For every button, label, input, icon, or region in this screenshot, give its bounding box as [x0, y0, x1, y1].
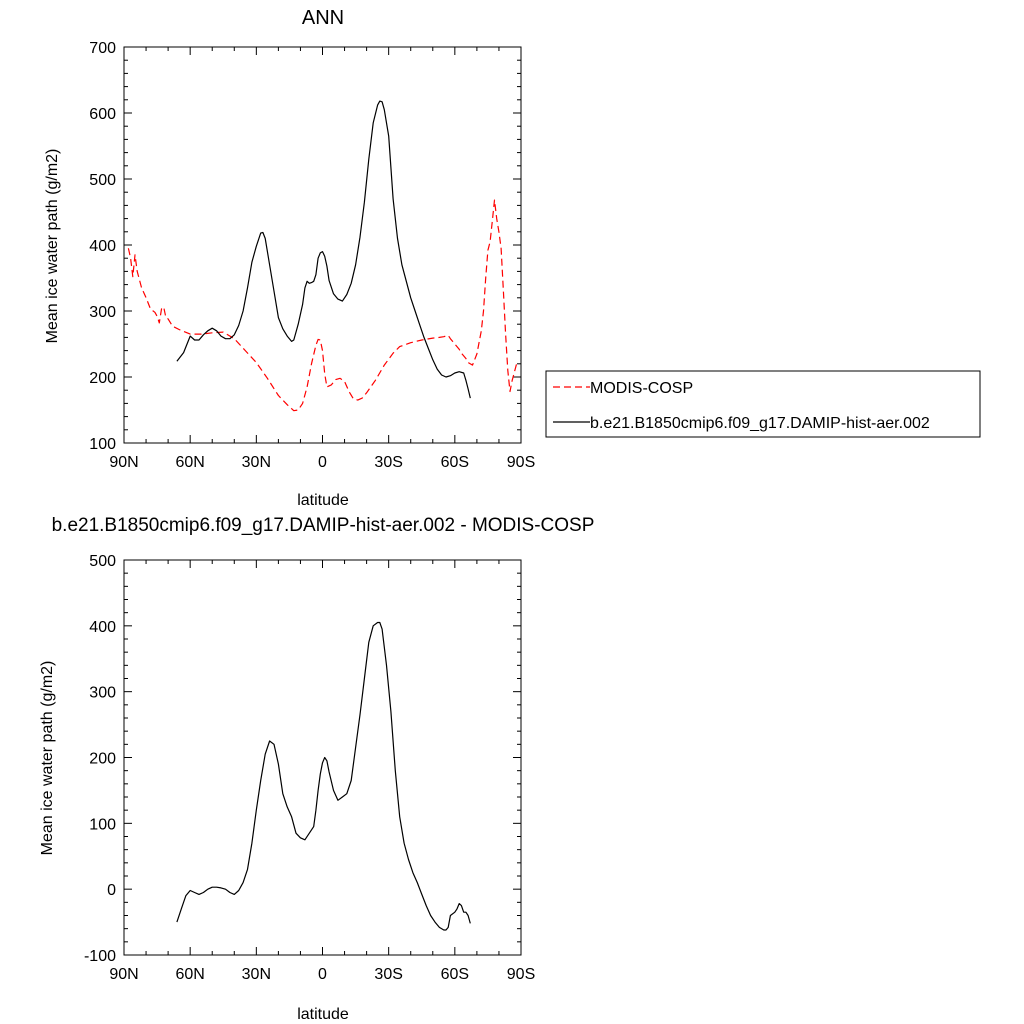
x-tick-label: 0 [318, 966, 327, 983]
y-tick-label: 400 [89, 619, 116, 636]
y-tick-label: 700 [89, 40, 116, 57]
x-tick-label: 90N [109, 966, 138, 983]
x-axis-label: latitude [297, 1006, 349, 1023]
legend-label-modis: MODIS-COSP [590, 380, 693, 397]
legend: MODIS-COSP b.e21.B1850cmip6.f09_g17.DAMI… [545, 370, 981, 438]
series-line-0 [176, 621, 471, 931]
bottom-chart: b.e21.B1850cmip6.f09_g17.DAMIP-hist-aer.… [39, 515, 594, 1023]
y-tick-label: 0 [107, 882, 116, 899]
y-tick-label: 300 [89, 685, 116, 702]
y-tick-label: 100 [89, 436, 116, 453]
chart-title: ANN [302, 7, 344, 29]
axes: 90N 60N 30N 0 30S 60S 90S -100 0 100 200 300 400 500 [84, 553, 535, 983]
x-tick-label: 30N [242, 966, 271, 983]
x-tick-label: 30S [374, 966, 402, 983]
y-tick-label: 400 [89, 238, 116, 255]
y-tick-label: 500 [89, 172, 116, 189]
x-tick-label: 30S [374, 454, 402, 471]
y-tick-label: -100 [84, 948, 116, 965]
x-tick-label: 0 [318, 454, 327, 471]
top-chart: ANN latitude Mean ice water path (g/m2) … [44, 7, 981, 509]
plot-frame [123, 559, 522, 956]
y-tick-label: 500 [89, 553, 116, 570]
legend-label-model: b.e21.B1850cmip6.f09_g17.DAMIP-hist-aer.… [590, 415, 930, 432]
y-axis-label: Mean ice water path (g/m2) [44, 149, 61, 344]
y-tick-label: 200 [89, 751, 116, 768]
y-tick-label: 100 [89, 816, 116, 833]
series-line-1 [176, 100, 471, 399]
x-tick-label: 60S [441, 966, 469, 983]
chart-title: b.e21.B1850cmip6.f09_g17.DAMIP-hist-aer.… [52, 515, 595, 536]
series-group [127, 100, 518, 412]
y-tick-label: 600 [89, 106, 116, 123]
x-tick-label: 60N [175, 454, 204, 471]
legend-box [545, 370, 981, 438]
x-tick-label: 60N [175, 966, 204, 983]
x-tick-label: 90S [507, 454, 535, 471]
y-tick-label: 300 [89, 304, 116, 321]
y-tick-label: 200 [89, 370, 116, 387]
x-axis-label: latitude [297, 492, 349, 509]
plot-frame [123, 46, 522, 444]
x-tick-label: 90S [507, 966, 535, 983]
series-line-0 [127, 199, 518, 412]
y-axis-label: Mean ice water path (g/m2) [39, 661, 56, 856]
x-tick-label: 90N [109, 454, 138, 471]
x-tick-label: 60S [441, 454, 469, 471]
series-group [176, 621, 471, 931]
axes: 90N 60N 30N 0 30S 60S 90S 100 200 300 400 500 600 700 [89, 40, 535, 471]
x-tick-label: 30N [242, 454, 271, 471]
